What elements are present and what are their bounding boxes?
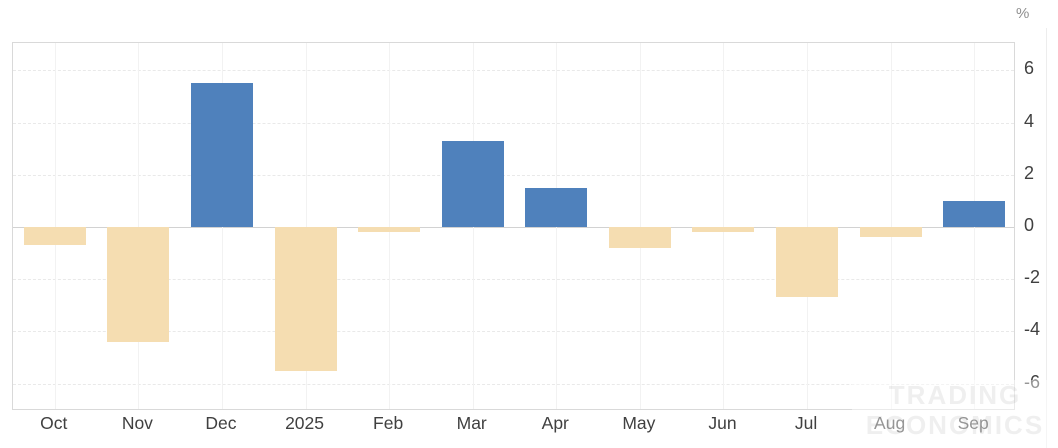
y-tick-label-6: 6 [1024,58,1035,79]
x-tick-label-mar: Mar [456,413,487,433]
gridline-y-4 [13,122,1014,124]
gridline-y-2 [13,174,1014,176]
zero-gridline [13,227,1014,228]
x-tick-label-aug: Aug [874,413,906,433]
gridline-x-feb [389,43,391,409]
gridline-x-jun [723,43,725,409]
plot-area [12,42,1015,410]
y-tick-label--6: -6 [1024,371,1041,392]
right-edge-divider [1046,28,1047,448]
x-tick-label-dec: Dec [205,413,237,433]
bar-nov[interactable] [107,227,170,342]
bar-aug[interactable] [859,227,922,238]
gridline-x-jul [807,43,809,409]
bar-apr[interactable] [525,187,588,227]
x-tick-label-feb: Feb [373,413,404,433]
gridline-y-6 [13,70,1014,72]
x-tick-label-nov: Nov [121,413,153,433]
x-tick-label-jul: Jul [794,413,818,433]
y-tick-label-2: 2 [1024,162,1035,183]
y-tick-label-0: 0 [1024,215,1035,235]
bar-jul[interactable] [776,227,839,298]
bar-2025[interactable] [274,227,337,371]
x-tick-label-apr: Apr [541,413,569,433]
gridline-x-aug [890,43,892,409]
gridline-x-nov [138,43,140,409]
gridline-x-2025 [305,43,307,409]
gridline-y--2 [13,279,1014,281]
y-tick-label-4: 4 [1024,110,1035,131]
bar-feb[interactable] [358,227,421,233]
y-axis-unit-label: % [1016,5,1030,22]
bar-sep[interactable] [943,200,1006,227]
bar-jun[interactable] [692,227,755,233]
x-tick-label-jun: Jun [708,413,737,433]
gridline-y--6 [13,383,1014,385]
bar-dec[interactable] [190,83,253,227]
gridline-y--4 [13,331,1014,333]
gridline-x-may [639,43,641,409]
x-tick-label-oct: Oct [40,413,68,433]
bar-oct[interactable] [23,227,86,246]
bar-mar[interactable] [441,140,504,227]
x-tick-label-may: May [622,413,656,433]
x-tick-label-sep: Sep [957,413,989,433]
x-tick-label-2025: 2025 [285,413,324,433]
bar-may[interactable] [608,227,671,248]
gridline-x-oct [54,43,56,409]
y-tick-label--4: -4 [1024,319,1041,340]
y-tick-label--2: -2 [1024,267,1041,288]
